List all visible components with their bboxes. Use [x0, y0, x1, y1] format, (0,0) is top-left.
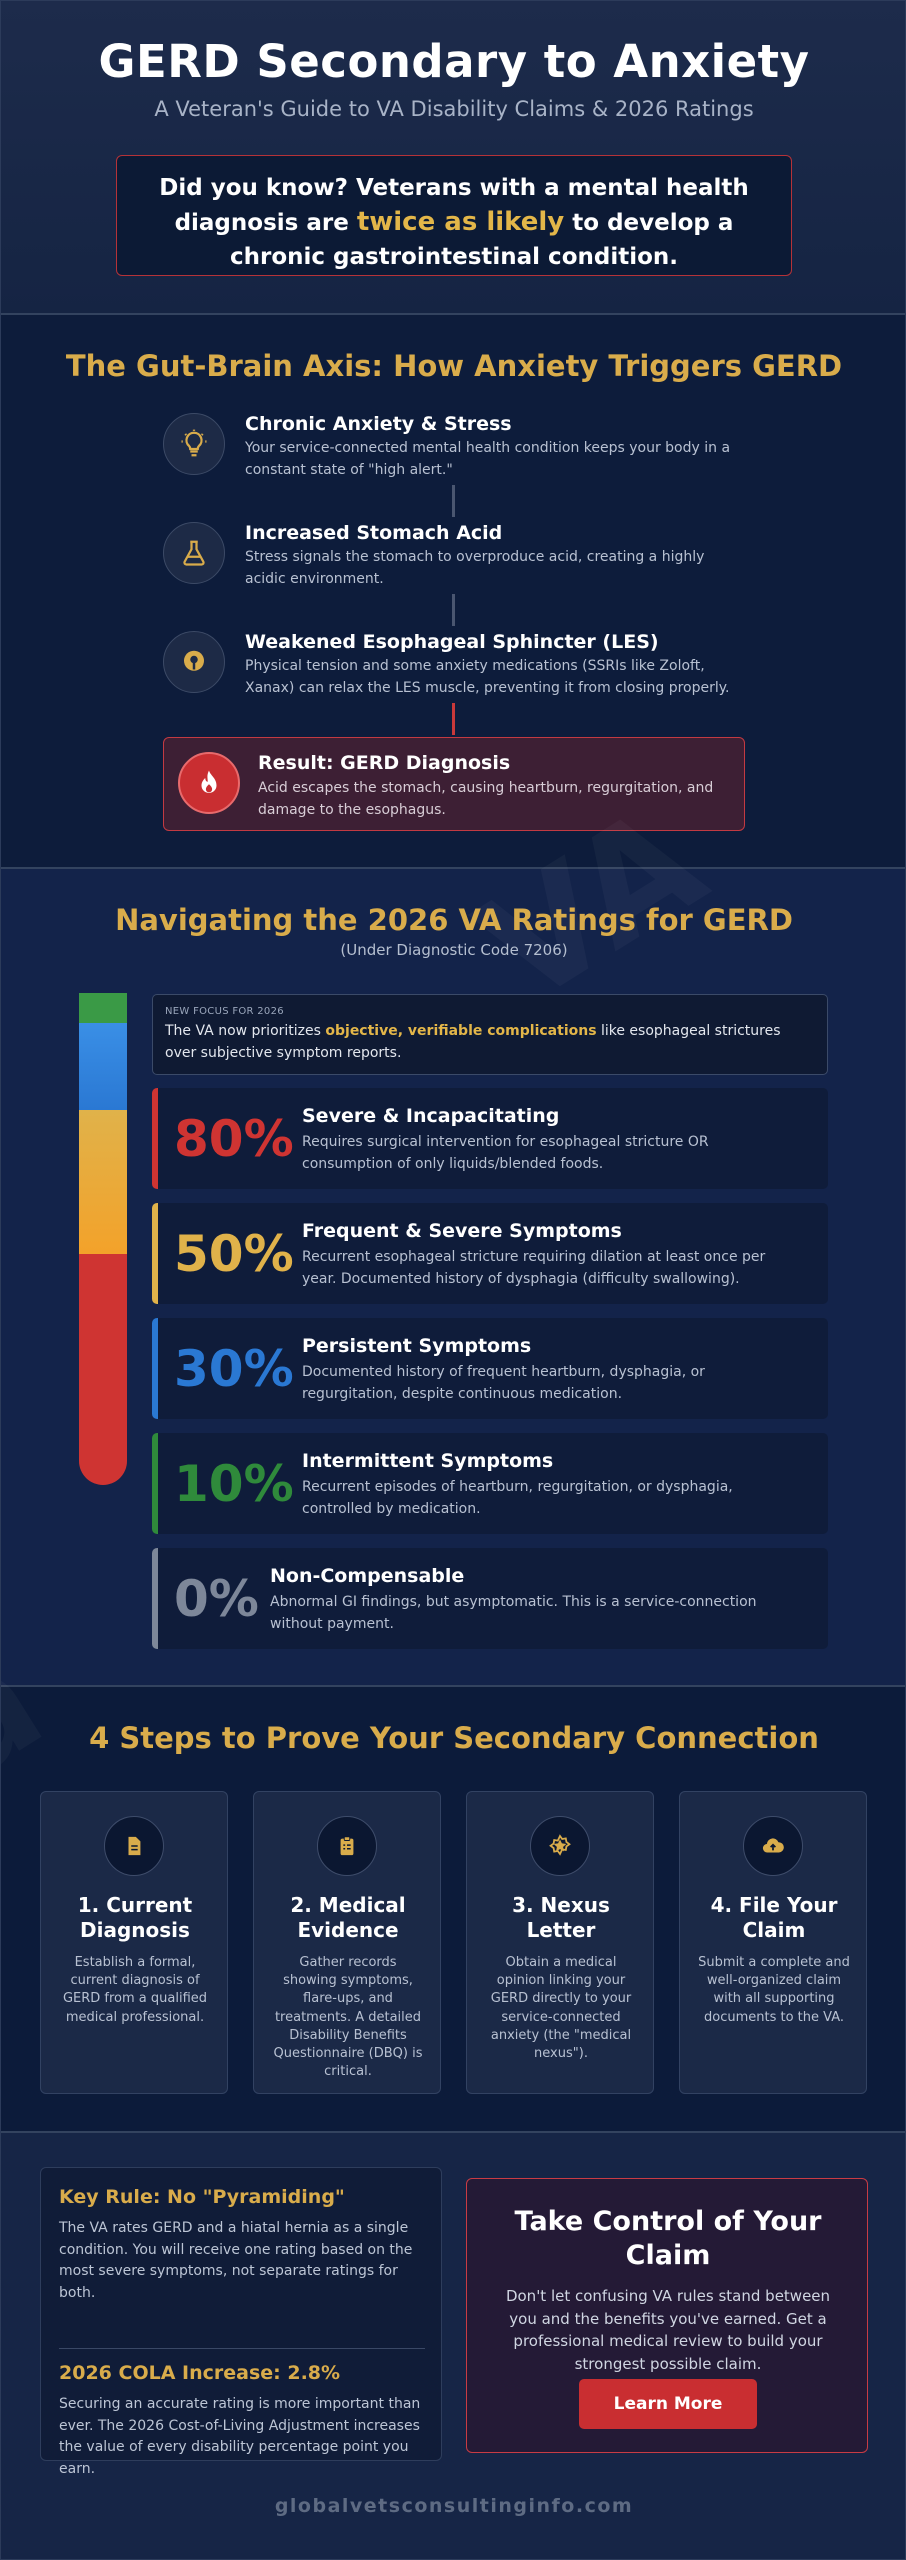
focus-text-end: like esophageal strictures over subjecti… [165, 1023, 781, 1061]
focus-label: NEW FOCUS FOR 2026 [165, 1006, 284, 1017]
key-info-box: Key Rule: No "Pyramiding" The VA rates G… [40, 2167, 442, 2477]
gut-step: Increased Stomach Acid Stress signals th… [163, 522, 743, 600]
rating-percent: 80% [174, 1110, 294, 1168]
step-card: 1. Current Diagnosis Establish a formal,… [40, 1791, 228, 2094]
result-desc: Acid escapes the stomach, causing heartb… [258, 780, 714, 818]
divider [1, 1685, 905, 1687]
rating-title: Frequent & Severe Symptoms [302, 1220, 622, 1242]
step-card: 3. Nexus Letter Obtain a medical opinion… [466, 1791, 654, 2094]
connector-line [452, 485, 455, 517]
divider [1, 313, 905, 315]
result-box: Result: GERD Diagnosis Acid escapes the … [163, 737, 745, 831]
rating-accent-bar [152, 1088, 158, 1189]
step-desc: Establish a formal, current diagnosis of… [62, 1955, 208, 2025]
step-card: 4. File Your Claim Submit a complete and… [679, 1791, 867, 2094]
section-subheading: (Under Diagnostic Code 7206) [340, 941, 568, 959]
step-title: Chronic Anxiety & Stress [245, 413, 512, 435]
step-title: 1. Current Diagnosis [77, 1893, 193, 1942]
step-desc: Obtain a medical opinion linking your GE… [490, 1955, 632, 2061]
gut-step: Chronic Anxiety & Stress Your service-co… [163, 413, 743, 491]
steps-section: a 4 Steps to Prove Your Secondary Connec… [1, 1687, 905, 2131]
focus-text: The VA now prioritizes objective, verifi… [165, 1021, 815, 1064]
step-title: 3. Nexus Letter [512, 1893, 610, 1942]
rating-percent: 30% [174, 1340, 294, 1398]
step-title: 4. File Your Claim [710, 1893, 838, 1942]
step-desc: Stress signals the stomach to overproduc… [245, 549, 705, 587]
cola-text: Securing an accurate rating is more impo… [59, 2396, 421, 2478]
divider [1, 2131, 905, 2133]
step-card: 2. Medical Evidence Gather records showi… [253, 1791, 441, 2094]
step-title: Increased Stomach Acid [245, 522, 503, 544]
rating-thermometer [79, 993, 127, 1485]
callout-text-end: to develop a chronic gastrointestinal co… [229, 210, 734, 270]
learn-more-button[interactable]: Learn More [579, 2379, 757, 2429]
bottom-section: Key Rule: No "Pyramiding" The VA rates G… [1, 2133, 905, 2559]
result-title: Result: GERD Diagnosis [258, 752, 511, 774]
page-title: GERD Secondary to Anxiety [98, 35, 810, 88]
muscle-icon [163, 631, 225, 693]
rating-desc: Abnormal GI findings, but asymptomatic. … [270, 1594, 757, 1632]
flask-icon [163, 522, 225, 584]
step-desc: Gather records showing symptoms, flare-u… [273, 1955, 423, 2080]
divider [59, 2348, 425, 2349]
divider [1, 867, 905, 869]
rating-title: Non-Compensable [270, 1565, 465, 1587]
rating-desc: Documented history of frequent heartburn… [302, 1364, 705, 1402]
rating-accent-bar [152, 1318, 158, 1419]
focus-note: NEW FOCUS FOR 2026 The VA now prioritize… [152, 994, 828, 1075]
clipboard-icon [317, 1816, 377, 1876]
section-heading: The Gut-Brain Axis: How Anxiety Triggers… [65, 349, 843, 383]
rating-percent: 10% [174, 1455, 294, 1513]
document-icon [104, 1816, 164, 1876]
stat-callout: Did you know? Veterans with a mental hea… [116, 155, 792, 276]
ratings-section: VA Navigating the 2026 VA Ratings for GE… [1, 869, 905, 1685]
step-title: 2. Medical Evidence [290, 1893, 406, 1942]
cola-title: 2026 COLA Increase: 2.8% [59, 2362, 341, 2384]
connector-line [452, 594, 455, 626]
rating-accent-bar [152, 1433, 158, 1534]
rating-title: Persistent Symptoms [302, 1335, 532, 1357]
rating-card: 80% Severe & Incapacitating Requires sur… [152, 1088, 828, 1189]
rating-desc: Recurrent episodes of heartburn, regurgi… [302, 1479, 733, 1517]
flame-icon [178, 752, 240, 814]
step-desc: Physical tension and some anxiety medica… [245, 658, 730, 696]
rating-desc: Recurrent esophageal stricture requiring… [302, 1249, 766, 1287]
rule-title: Key Rule: No "Pyramiding" [59, 2186, 345, 2208]
rating-title: Severe & Incapacitating [302, 1105, 560, 1127]
section-heading: Navigating the 2026 VA Ratings for GERD [115, 903, 793, 937]
star-badge-icon [530, 1816, 590, 1876]
rating-card: 10% Intermittent Symptoms Recurrent epis… [152, 1433, 828, 1534]
focus-text-start: The VA now prioritizes [165, 1023, 326, 1039]
rating-accent-bar [152, 1203, 158, 1304]
section-heading: 4 Steps to Prove Your Secondary Connecti… [89, 1721, 819, 1755]
connector-line [452, 703, 455, 735]
cta-box: Take Control of Your Claim Don't let con… [466, 2178, 868, 2453]
lightbulb-icon [163, 413, 225, 475]
rating-card: 0% Non-Compensable Abnormal GI findings,… [152, 1548, 828, 1649]
cta-text: Don't let confusing VA rules stand betwe… [505, 2287, 831, 2373]
focus-highlight: objective, verifiable complications [325, 1023, 597, 1039]
gut-brain-section: The Gut-Brain Axis: How Anxiety Triggers… [1, 315, 905, 867]
rating-desc: Requires surgical intervention for esoph… [302, 1134, 709, 1172]
rating-percent: 0% [174, 1570, 259, 1628]
step-title: Weakened Esophageal Sphincter (LES) [245, 631, 659, 653]
rating-title: Intermittent Symptoms [302, 1450, 554, 1472]
rule-text: The VA rates GERD and a hiatal hernia as… [59, 2220, 413, 2302]
rating-percent: 50% [174, 1225, 294, 1283]
cloud-upload-icon [743, 1816, 803, 1876]
rating-accent-bar [152, 1548, 158, 1649]
rating-card: 50% Frequent & Severe Symptoms Recurrent… [152, 1203, 828, 1304]
cta-title: Take Control of Your Claim [514, 2206, 822, 2271]
callout-highlight: twice as likely [356, 207, 565, 238]
page-subtitle: A Veteran's Guide to VA Disability Claim… [154, 97, 754, 121]
step-desc: Your service-connected mental health con… [245, 440, 731, 478]
callout-text: Did you know? Veterans with a mental hea… [159, 175, 749, 237]
rating-card: 30% Persistent Symptoms Documented histo… [152, 1318, 828, 1419]
hero-section: GERD Secondary to Anxiety A Veteran's Gu… [1, 1, 905, 313]
footer-website[interactable]: globalvetsconsultinginfo.com [274, 2495, 634, 2517]
gut-step: Weakened Esophageal Sphincter (LES) Phys… [163, 631, 743, 709]
step-desc: Submit a complete and well-organized cla… [698, 1955, 850, 2025]
